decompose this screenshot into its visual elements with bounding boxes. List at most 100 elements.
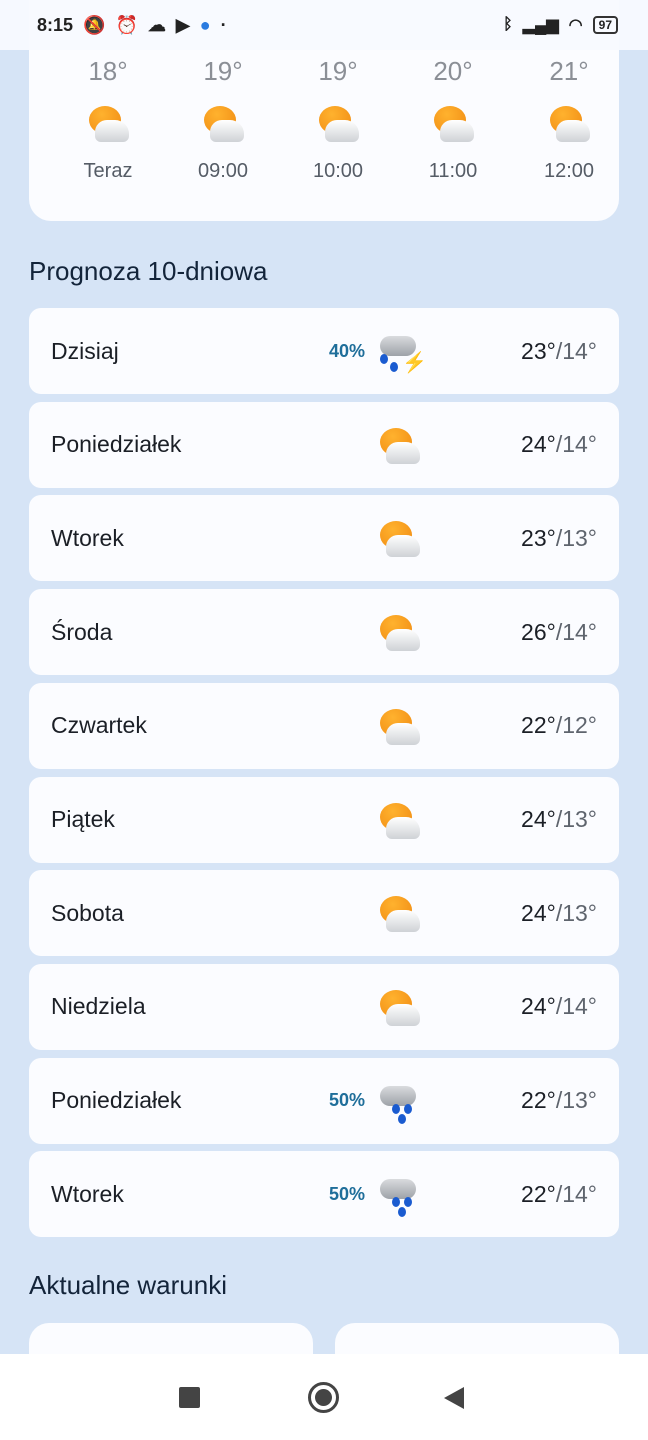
temp-range: 23°/13°: [521, 525, 597, 552]
temp-high: 24°: [521, 806, 556, 832]
hourly-temp: 21°: [549, 56, 589, 86]
temp-high: 22°: [521, 1180, 556, 1207]
precip-chance: 50%: [329, 1183, 366, 1204]
temp-range: 24°/13°: [521, 900, 597, 927]
clock: 8:15: [37, 14, 74, 35]
hourly-temp: 19°: [318, 56, 358, 86]
partly-cloudy-icon: [202, 104, 244, 144]
precip-chance: 40%: [329, 340, 366, 361]
day-label: Niedziela: [51, 993, 146, 1020]
hourly-time: 11:00: [428, 160, 478, 182]
partly-cloudy-icon: [378, 707, 420, 747]
temp-range: 22°/12°: [521, 712, 597, 739]
forecast-row[interactable]: Czwartek 22°/12°: [29, 682, 619, 769]
forecast-row[interactable]: Dzisiaj 40% ⚡ 23°/14°: [29, 308, 619, 394]
recents-button[interactable]: [179, 1387, 200, 1408]
hourly-icon: [288, 104, 388, 149]
day-label: Sobota: [51, 899, 124, 926]
forecast-row[interactable]: Wtorek 50% 22°/14°: [29, 1151, 619, 1238]
status-bar: 8:15 🔕 ⏰ ☁ ▶ ● · ᛒ ▂▄▆ ◠ 97: [0, 0, 648, 50]
day-label: Czwartek: [51, 712, 147, 739]
temp-range: 23°/14°: [521, 338, 597, 365]
temp-low: /13°: [555, 1087, 597, 1114]
temp-high: 23°: [521, 524, 556, 551]
temp-high: 22°: [521, 1087, 556, 1114]
mute-icon: 🔕: [83, 14, 106, 35]
day-label: Wtorek: [51, 524, 124, 551]
wifi-icon: ◠: [568, 17, 583, 34]
temp-low: /14°: [555, 431, 597, 458]
forecast-row[interactable]: Sobota 24°/13°: [29, 870, 619, 957]
youtube-icon: ▶: [175, 14, 190, 35]
partly-cloudy-icon: [548, 104, 590, 144]
battery-icon: 97: [592, 16, 618, 34]
temp-range: 24°/13°: [521, 806, 597, 833]
temp-range: 22°/14°: [521, 1181, 597, 1208]
temp-high: 24°: [521, 993, 556, 1020]
partly-cloudy-icon: [432, 104, 474, 144]
forecast-row[interactable]: Piątek 24°/13°: [29, 776, 619, 863]
temp-low: /12°: [555, 712, 597, 739]
day-label: Piątek: [51, 806, 115, 832]
temp-low: /13°: [555, 524, 597, 551]
temp-range: 26°/14°: [521, 619, 597, 646]
hourly-icon: [519, 104, 619, 149]
forecast-row[interactable]: Poniedziałek 24°/14°: [29, 401, 619, 488]
cloud-icon: ☁: [147, 14, 166, 35]
partly-cloudy-icon: [378, 801, 420, 841]
rain-icon: [378, 1175, 420, 1218]
forecast-row[interactable]: Środa 26°/14°: [29, 589, 619, 676]
forecast-row[interactable]: Poniedziałek 50% 22°/13°: [29, 1057, 619, 1144]
hourly-temp: 20°: [433, 56, 473, 86]
forecast-row[interactable]: Niedziela 24°/14°: [29, 963, 619, 1050]
temp-high: 24°: [521, 431, 556, 458]
temp-low: /14°: [555, 618, 597, 645]
day-label: Poniedziałek: [51, 1087, 182, 1114]
conditions-title: Aktualne warunki: [29, 1270, 227, 1300]
day-label: Dzisiaj: [51, 337, 119, 364]
dot-icon: ·: [220, 14, 227, 35]
temp-low: /14°: [555, 337, 597, 364]
hourly-time: 12:00: [543, 160, 595, 182]
partly-cloudy-icon: [378, 426, 420, 466]
hourly-icon: [173, 104, 273, 149]
hourly-icon: [403, 104, 503, 149]
temp-high: 23°: [521, 337, 556, 364]
hourly-icon: [58, 104, 158, 149]
navigation-bar: [0, 1354, 648, 1440]
temp-range: 24°/14°: [521, 431, 597, 458]
hourly-temp: 19°: [203, 56, 243, 86]
rain-icon: [378, 1082, 420, 1124]
partly-cloudy-icon: [378, 613, 420, 653]
app-icon: ●: [199, 14, 211, 35]
forecast-title: Prognoza 10-dniowa: [29, 256, 268, 286]
forecast-row[interactable]: Wtorek 23°/13°: [29, 495, 619, 582]
day-label: Wtorek: [51, 1180, 124, 1207]
bluetooth-icon: ᛒ: [503, 16, 513, 33]
temp-high: 26°: [521, 618, 556, 645]
hourly-time: Teraz: [83, 160, 133, 182]
temp-low: /14°: [555, 1180, 597, 1207]
alarm-icon: ⏰: [115, 14, 138, 35]
temp-range: 24°/14°: [521, 993, 597, 1020]
temp-high: 24°: [521, 899, 556, 926]
hourly-time: 10:00: [312, 160, 364, 182]
temp-high: 22°: [521, 712, 556, 739]
back-button[interactable]: [444, 1387, 464, 1409]
temp-range: 22°/13°: [521, 1087, 597, 1114]
temp-low: /14°: [555, 993, 597, 1020]
partly-cloudy-icon: [317, 104, 359, 144]
day-label: Środa: [51, 618, 113, 645]
temp-low: /13°: [555, 899, 597, 926]
day-label: Poniedziałek: [51, 431, 182, 458]
precip-chance: 50%: [329, 1090, 366, 1111]
hourly-time: 09:00: [197, 160, 249, 182]
partly-cloudy-icon: [378, 894, 420, 934]
partly-cloudy-icon: [378, 988, 420, 1028]
home-button[interactable]: [308, 1382, 339, 1413]
partly-cloudy-icon: [87, 104, 129, 144]
partly-cloudy-icon: [378, 519, 420, 559]
temp-low: /13°: [555, 806, 597, 832]
hourly-temp: 18°: [88, 56, 128, 86]
signal-icon: ▂▄▆: [522, 17, 559, 34]
